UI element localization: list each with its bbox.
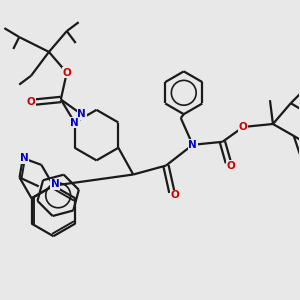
Text: N: N bbox=[77, 109, 86, 119]
Text: N: N bbox=[50, 179, 59, 189]
Text: N: N bbox=[188, 140, 197, 150]
Text: O: O bbox=[170, 190, 179, 200]
Text: O: O bbox=[27, 98, 35, 107]
Text: O: O bbox=[62, 68, 71, 78]
Text: O: O bbox=[227, 160, 236, 171]
Text: O: O bbox=[239, 122, 248, 132]
Text: N: N bbox=[20, 153, 29, 163]
Text: N: N bbox=[70, 118, 79, 128]
